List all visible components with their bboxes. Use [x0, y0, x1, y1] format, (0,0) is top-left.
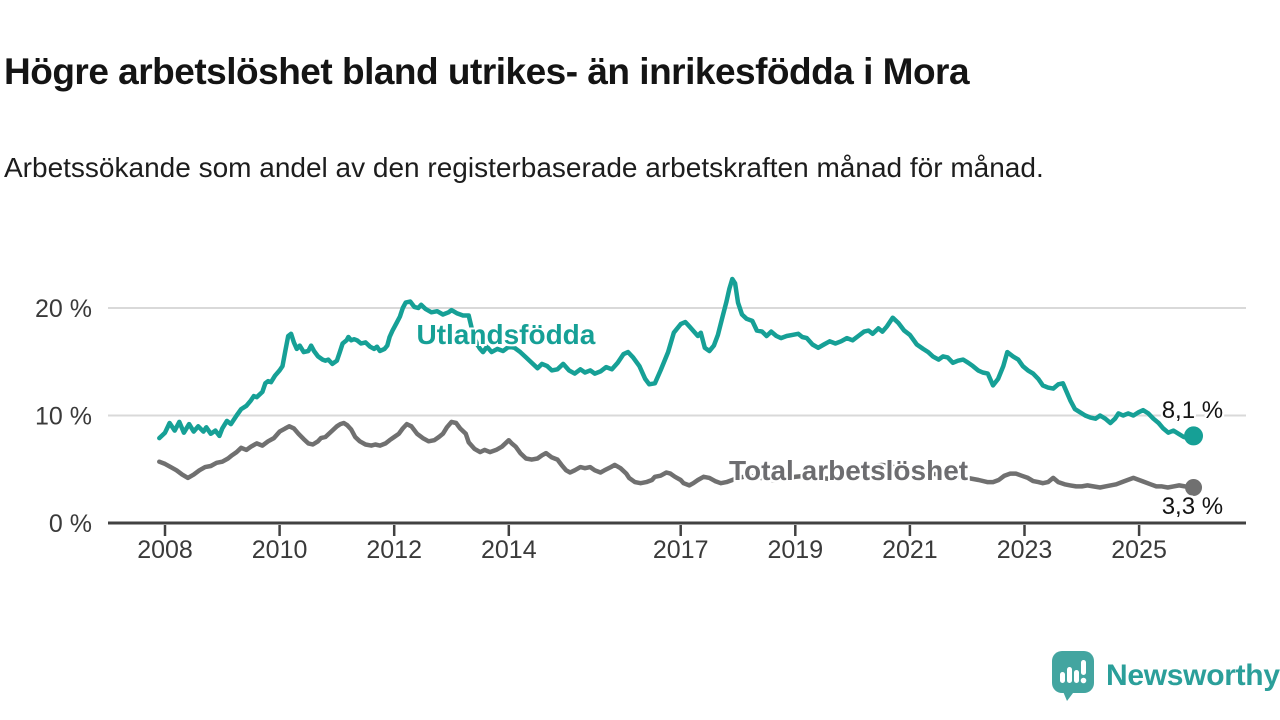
x-axis-label-2012: 2012 — [366, 536, 422, 564]
y-axis-label-10: 10 % — [35, 402, 92, 430]
y-axis-label-0: 0 % — [49, 510, 92, 538]
value-label-utlandsfodda: 8,1 % — [1161, 397, 1224, 425]
series-line-total — [157, 419, 1196, 490]
x-axis-label-2014: 2014 — [481, 536, 537, 564]
x-axis-label-2017: 2017 — [653, 536, 709, 564]
value-label-total: 3,3 % — [1161, 493, 1224, 521]
series-end-dot-total — [1185, 479, 1203, 497]
newsworthy-logo-text: Newsworthy — [1106, 659, 1280, 692]
x-axis-label-2008: 2008 — [137, 536, 193, 564]
newsworthy-logo[interactable]: Newsworthy — [1050, 648, 1280, 704]
series-end-dot-utlandsfodda — [1184, 426, 1204, 446]
series-label-utlandsfodda: Utlandsfödda — [416, 318, 596, 350]
series-line-utlandsfodda — [157, 276, 1196, 441]
series-label-total: Total arbetslöshet — [729, 454, 969, 486]
chart-subtitle: Arbetssökande som andel av den registerb… — [4, 152, 1044, 183]
chart-title: Högre arbetslöshet bland utrikes- än inr… — [4, 50, 970, 92]
y-axis-label-20: 20 % — [35, 295, 92, 323]
x-axis-label-2010: 2010 — [252, 536, 308, 564]
x-axis-label-2021: 2021 — [882, 536, 938, 564]
x-axis-label-2025: 2025 — [1111, 536, 1167, 564]
newsworthy-logo-icon — [1052, 651, 1094, 701]
x-axis-label-2019: 2019 — [767, 536, 823, 564]
x-axis-label-2023: 2023 — [997, 536, 1053, 564]
